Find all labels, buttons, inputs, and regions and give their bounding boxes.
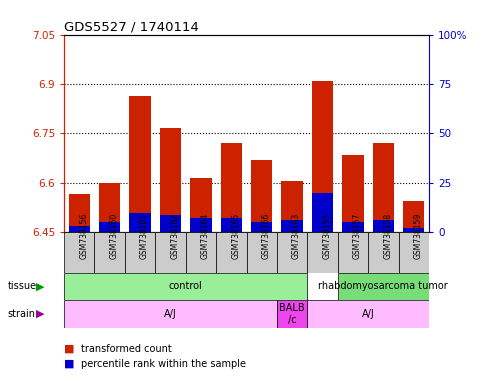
Text: ▶: ▶ — [36, 309, 45, 319]
Bar — [338, 273, 429, 300]
Bar — [130, 213, 151, 232]
Bar — [312, 193, 333, 232]
Bar — [338, 232, 368, 273]
Bar — [373, 143, 394, 232]
Bar — [155, 232, 186, 273]
Bar — [190, 178, 211, 232]
Bar — [99, 222, 120, 232]
Bar — [398, 232, 429, 273]
Text: GSM738164: GSM738164 — [201, 212, 210, 259]
Text: ■: ■ — [64, 359, 74, 369]
Text: GSM738157: GSM738157 — [353, 212, 362, 259]
Bar — [99, 183, 120, 232]
Bar — [64, 300, 277, 328]
Text: A/J: A/J — [362, 309, 375, 319]
Bar — [277, 300, 307, 328]
Bar — [368, 232, 398, 273]
Bar — [69, 227, 90, 232]
Bar — [403, 201, 424, 232]
Bar — [95, 232, 125, 273]
Bar — [307, 232, 338, 273]
Text: A/J: A/J — [164, 309, 177, 319]
Bar — [312, 81, 333, 232]
Bar — [282, 181, 303, 232]
Text: control: control — [169, 281, 203, 291]
Bar — [130, 96, 151, 232]
Bar — [373, 220, 394, 232]
Text: GSM738166: GSM738166 — [262, 212, 271, 259]
Bar — [221, 143, 242, 232]
Text: GSM738165: GSM738165 — [231, 212, 240, 259]
Text: rhabdomyosarcoma tumor: rhabdomyosarcoma tumor — [318, 281, 448, 291]
Bar — [125, 232, 155, 273]
Bar — [221, 218, 242, 232]
Text: GSM738162: GSM738162 — [171, 212, 179, 258]
Text: ▶: ▶ — [36, 281, 45, 291]
Text: GSM738155: GSM738155 — [322, 212, 331, 259]
Text: GSM738160: GSM738160 — [109, 212, 119, 259]
Bar — [342, 155, 363, 232]
Text: ■: ■ — [64, 344, 74, 354]
Bar — [160, 215, 181, 232]
Bar — [277, 232, 307, 273]
Text: transformed count: transformed count — [81, 344, 172, 354]
Text: GSM738161: GSM738161 — [140, 212, 149, 258]
Bar — [190, 218, 211, 232]
Bar — [216, 232, 246, 273]
Text: BALB
/c: BALB /c — [280, 303, 305, 325]
Bar — [69, 194, 90, 232]
Bar — [186, 232, 216, 273]
Bar — [64, 232, 95, 273]
Text: percentile rank within the sample: percentile rank within the sample — [81, 359, 246, 369]
Bar — [251, 222, 272, 232]
Text: GSM738156: GSM738156 — [79, 212, 88, 259]
Bar — [251, 160, 272, 232]
Text: strain: strain — [7, 309, 35, 319]
Text: GSM738163: GSM738163 — [292, 212, 301, 259]
Bar — [64, 273, 307, 300]
Text: GDS5527 / 1740114: GDS5527 / 1740114 — [64, 20, 199, 33]
Text: tissue: tissue — [7, 281, 36, 291]
Text: GSM738158: GSM738158 — [384, 212, 392, 258]
Text: GSM738159: GSM738159 — [414, 212, 423, 259]
Bar — [282, 220, 303, 232]
Bar — [342, 222, 363, 232]
Bar — [307, 300, 429, 328]
Bar — [160, 129, 181, 232]
Bar — [403, 228, 424, 232]
Bar — [246, 232, 277, 273]
